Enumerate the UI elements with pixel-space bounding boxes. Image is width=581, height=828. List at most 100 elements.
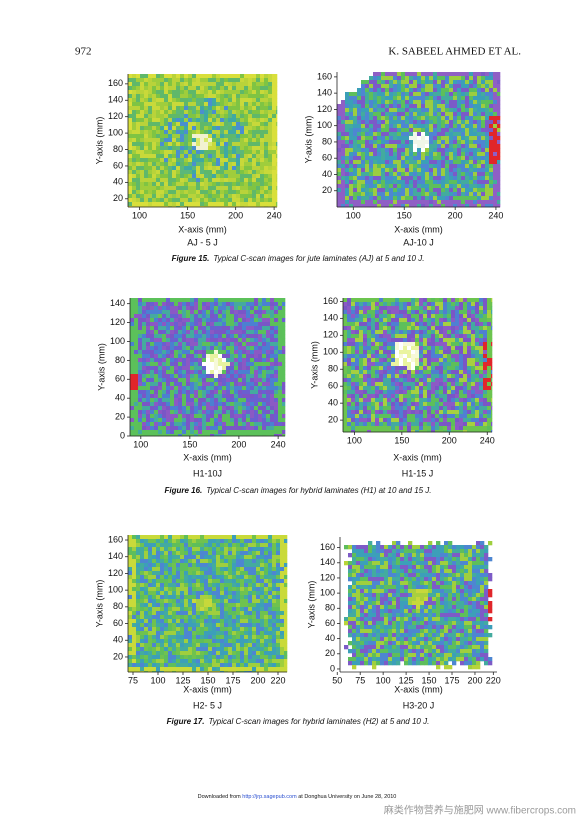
scan-pixel <box>140 162 145 167</box>
scan-pixel <box>415 354 420 359</box>
scan-pixel <box>240 134 245 139</box>
scan-pixel <box>140 138 145 143</box>
scan-pixel <box>268 158 273 163</box>
scan-pixel <box>489 136 494 141</box>
scan-pixel <box>389 72 394 77</box>
scan-pixel <box>447 370 452 375</box>
scan-pixel <box>373 120 378 125</box>
scan-pixel <box>282 382 286 387</box>
scan-pixel <box>260 110 265 115</box>
scan-pixel <box>423 362 428 367</box>
scan-pixel <box>381 148 386 153</box>
scan-pixel <box>240 170 245 175</box>
scan-pixel <box>140 154 145 159</box>
scan-pixel <box>186 318 191 323</box>
scan-pixel <box>337 200 342 205</box>
scan-pixel <box>146 434 151 437</box>
scan-pixel <box>453 96 458 101</box>
scan-pixel <box>407 310 412 315</box>
scan-pixel <box>142 350 147 355</box>
scan-pixel <box>437 188 442 193</box>
scan-pixel <box>463 362 468 367</box>
scan-pixel <box>379 318 384 323</box>
scan-pixel <box>419 306 424 311</box>
scan-pixel <box>146 430 151 435</box>
scan-pixel <box>437 100 442 105</box>
scan-pixel <box>421 172 426 177</box>
scan-pixel <box>369 132 374 137</box>
scan-pixel <box>136 142 141 147</box>
scan-pixel <box>429 96 434 101</box>
scan-pixel <box>138 302 143 307</box>
scan-pixel <box>268 166 273 171</box>
scan-pixel <box>254 358 259 363</box>
scan-pixel <box>254 298 259 303</box>
scan-pixel <box>142 406 147 411</box>
scan-pixel <box>168 154 173 159</box>
scan-pixel <box>435 346 440 351</box>
scan-pixel <box>210 406 215 411</box>
scan-pixel <box>268 114 273 119</box>
scan-pixel <box>441 136 446 141</box>
scan-pixel <box>353 108 358 113</box>
scan-pixel <box>423 334 428 339</box>
scan-pixel <box>421 156 426 161</box>
scan-pixel <box>405 128 410 133</box>
scan-pixel <box>136 150 141 155</box>
scan-pixel <box>158 366 163 371</box>
scan-pixel <box>254 410 259 415</box>
scan-pixel <box>238 330 243 335</box>
scan-pixel <box>385 180 390 185</box>
scan-pixel <box>260 170 265 175</box>
scan-pixel <box>180 110 185 115</box>
scan-pixel <box>383 322 388 327</box>
scan-pixel <box>433 120 438 125</box>
scan-pixel <box>270 314 275 319</box>
scan-pixel <box>230 394 235 399</box>
scan-pixel <box>258 358 263 363</box>
scan-pixel <box>443 346 448 351</box>
scan-pixel <box>252 174 257 179</box>
scan-pixel <box>471 338 476 343</box>
scan-pixel <box>254 394 259 399</box>
scan-pixel <box>413 176 418 181</box>
scan-pixel <box>250 310 255 315</box>
scan-pixel <box>270 298 275 303</box>
scan-pixel <box>264 90 269 95</box>
scan-pixel <box>419 298 424 303</box>
scan-pixel <box>349 72 354 77</box>
scan-pixel <box>403 306 408 311</box>
scan-pixel <box>341 160 346 165</box>
scan-pixel <box>200 106 205 111</box>
scan-pixel <box>383 358 388 363</box>
scan-pixel <box>465 160 470 165</box>
scan-pixel <box>168 82 173 87</box>
scan-pixel <box>479 346 484 351</box>
scan-pixel <box>453 124 458 129</box>
scan-pixel <box>232 78 237 83</box>
scan-pixel <box>132 78 137 83</box>
scan-pixel <box>266 322 271 327</box>
scan-pixel <box>190 314 195 319</box>
scan-pixel <box>270 402 275 407</box>
scan-pixel <box>351 338 356 343</box>
scan-pixel <box>266 374 271 379</box>
scan-pixel <box>162 426 167 431</box>
scan-pixel <box>411 310 416 315</box>
scan-pixel <box>148 102 153 107</box>
scan-pixel <box>405 80 410 85</box>
scan-pixel <box>214 358 219 363</box>
scan-pixel <box>264 142 269 147</box>
scan-pixel <box>371 362 376 367</box>
scan-pixel <box>264 74 269 79</box>
scan-pixel <box>381 96 386 101</box>
scan-pixel <box>234 390 239 395</box>
scan-pixel <box>232 74 237 79</box>
scan-pixel <box>355 298 360 303</box>
scan-pixel <box>479 330 484 335</box>
scan-pixel <box>218 362 223 367</box>
scan-pixel <box>242 362 247 367</box>
scan-pixel <box>128 114 133 119</box>
scan-pixel <box>443 302 448 307</box>
scan-pixel <box>425 120 430 125</box>
